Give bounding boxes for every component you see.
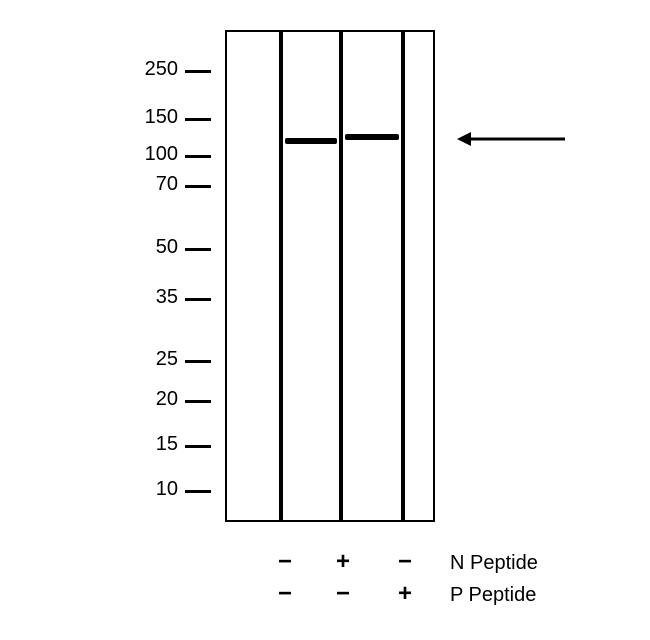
mw-tick xyxy=(185,185,211,188)
mw-tick xyxy=(185,155,211,158)
mw-tick xyxy=(185,298,211,301)
mw-tick xyxy=(185,445,211,448)
mw-tick xyxy=(185,248,211,251)
condition-symbol: − xyxy=(270,580,300,608)
mw-label: 35 xyxy=(128,286,178,309)
mw-label: 10 xyxy=(128,478,178,501)
condition-symbol: − xyxy=(270,548,300,576)
mw-label: 100 xyxy=(128,143,178,166)
mw-label: 50 xyxy=(128,236,178,259)
mw-label: 25 xyxy=(128,348,178,371)
mw-label: 15 xyxy=(128,433,178,456)
protein-band xyxy=(285,138,337,144)
mw-tick xyxy=(185,360,211,363)
condition-symbol: + xyxy=(390,580,420,608)
mw-label: 150 xyxy=(128,106,178,129)
mw-label: 70 xyxy=(128,173,178,196)
lane-divider xyxy=(401,30,405,522)
condition-row-label: P Peptide xyxy=(450,584,536,607)
mw-tick xyxy=(185,400,211,403)
mw-label: 250 xyxy=(128,58,178,81)
lane-divider xyxy=(279,30,283,522)
condition-symbol: + xyxy=(328,548,358,576)
mw-tick xyxy=(185,70,211,73)
band-arrow-icon xyxy=(455,124,570,154)
mw-tick xyxy=(185,118,211,121)
lane-divider xyxy=(339,30,343,522)
condition-symbol: − xyxy=(328,580,358,608)
mw-tick xyxy=(185,490,211,493)
protein-band xyxy=(345,134,399,140)
blot-figure: 250 150 100 70 50 35 25 20 15 10 − + − N… xyxy=(0,0,650,640)
condition-symbol: − xyxy=(390,548,420,576)
condition-row-label: N Peptide xyxy=(450,552,538,575)
mw-label: 20 xyxy=(128,388,178,411)
